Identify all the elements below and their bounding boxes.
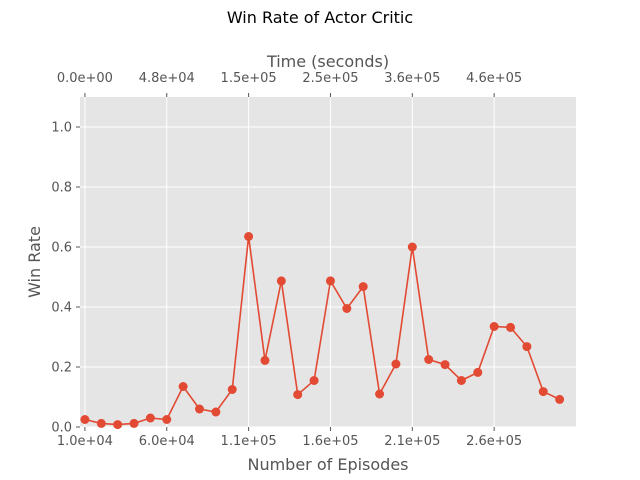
y-tick-label: 0.4	[51, 301, 72, 316]
data-point	[440, 360, 450, 370]
data-point	[342, 304, 352, 313]
x2-tick-label: 4.8e+04	[139, 71, 195, 86]
data-point	[162, 415, 172, 424]
y-tick-label: 0.2	[51, 361, 72, 376]
data-point	[489, 322, 499, 331]
x2-tick-label: 3.6e+05	[384, 71, 440, 86]
x2-tick-label: 0.0e+00	[57, 71, 113, 86]
plot-area	[80, 97, 576, 427]
data-point	[325, 276, 335, 286]
data-point	[113, 420, 123, 430]
y-tick-label: 0.0	[51, 421, 72, 436]
x-tick-label: 1.0e+04	[57, 434, 113, 449]
x2-axis-label: Time (seconds)	[266, 52, 389, 71]
data-point	[178, 382, 188, 391]
data-point	[506, 322, 516, 332]
y-axis-label: Win Rate	[25, 226, 44, 298]
data-point	[194, 404, 204, 414]
x-tick-label: 1.6e+05	[302, 434, 358, 449]
data-point	[145, 413, 155, 423]
data-point	[293, 390, 303, 400]
data-point	[555, 394, 565, 404]
data-point	[260, 355, 270, 365]
x-tick-label: 1.1e+05	[221, 434, 277, 449]
y-tick-label: 0.6	[51, 241, 72, 256]
grid-lines	[80, 97, 576, 428]
x2-tick-label: 2.5e+05	[302, 71, 358, 86]
data-point	[358, 282, 368, 292]
x-tick-label: 2.6e+05	[466, 434, 522, 449]
y-tick-label: 1.0	[51, 121, 72, 136]
x-axis-label: Number of Episodes	[247, 455, 408, 474]
x2-tick-label: 4.6e+05	[466, 71, 522, 86]
x2-axis-ticks: 0.0e+00 4.8e+04 1.5e+05 2.5e+05 3.6e+05 4.6e+…	[57, 71, 522, 97]
data-point	[129, 418, 139, 428]
data-point	[96, 418, 106, 428]
data-point	[309, 376, 319, 385]
y-axis-ticks: 0.0 0.2 0.4 0.6 0.8 1.0	[51, 121, 80, 436]
x2-tick-label: 1.5e+05	[221, 71, 277, 86]
data-point	[80, 415, 90, 424]
series-group	[80, 232, 565, 430]
data-point	[244, 232, 254, 241]
data-point	[227, 385, 237, 394]
data-point	[276, 276, 286, 286]
data-point	[375, 389, 385, 399]
data-point	[538, 387, 548, 397]
chart-title: Win Rate of Actor Critic	[227, 8, 413, 27]
data-point	[391, 359, 401, 369]
x-axis-ticks: 1.0e+04 6.0e+04 1.1e+05 1.6e+05 2.1e+05 2.6e+…	[57, 427, 522, 449]
x-tick-label: 6.0e+04	[139, 434, 195, 449]
data-point	[522, 342, 532, 352]
data-point	[407, 242, 417, 252]
data-point	[424, 355, 434, 364]
data-point	[456, 376, 466, 385]
x-tick-label: 2.1e+05	[384, 434, 440, 449]
data-point	[211, 407, 221, 417]
data-point	[473, 367, 483, 377]
y-tick-label: 0.8	[51, 181, 72, 196]
